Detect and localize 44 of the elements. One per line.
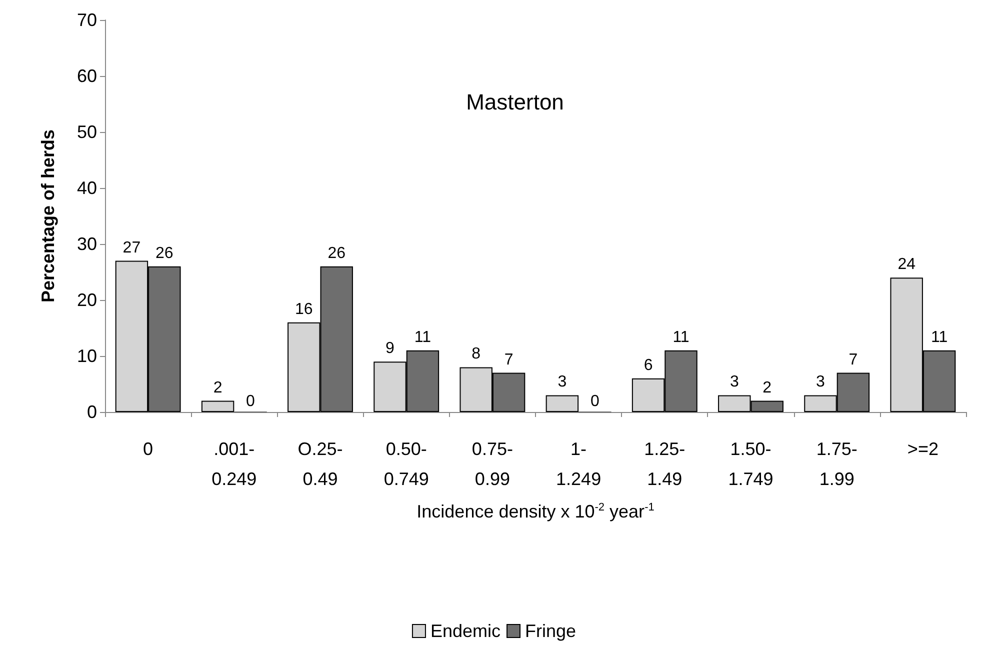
y-tick-label: 20 bbox=[76, 290, 97, 310]
y-tick-label: 10 bbox=[76, 346, 97, 366]
y-tick-label: 30 bbox=[76, 234, 97, 254]
legend-label: Endemic bbox=[430, 621, 501, 641]
x-tick-label: 0.50- 0.749 bbox=[384, 439, 429, 489]
data-label: 2 bbox=[213, 379, 222, 396]
x-tick-label: 1.25- 1.49 bbox=[644, 439, 686, 489]
data-label: 11 bbox=[931, 328, 948, 346]
x-tick-label: 1- 1.249 bbox=[556, 439, 602, 489]
data-label: 6 bbox=[644, 356, 653, 374]
x-tick-label: 0 bbox=[143, 439, 154, 459]
data-label: 24 bbox=[898, 256, 916, 274]
data-label: 9 bbox=[386, 340, 395, 358]
bar bbox=[546, 395, 579, 412]
x-tick-label: 1.75- 1.99 bbox=[816, 439, 858, 489]
data-label: 16 bbox=[294, 300, 313, 318]
bar bbox=[201, 400, 234, 412]
text: Masterton bbox=[466, 90, 564, 114]
x-tick-label: .001- 0.249 bbox=[212, 439, 257, 489]
x-tick-label: O.25- 0.49 bbox=[298, 439, 343, 489]
data-label: 7 bbox=[848, 351, 858, 368]
data-label: 11 bbox=[414, 328, 432, 346]
data-label: 26 bbox=[156, 244, 174, 262]
data-label: 27 bbox=[122, 239, 141, 256]
y-tick-label: 70 bbox=[76, 10, 97, 30]
data-label: 3 bbox=[730, 374, 739, 391]
y-tick-label: 0 bbox=[86, 402, 97, 422]
y-axis-title: Percentage of herds bbox=[38, 129, 58, 303]
data-label: 3 bbox=[816, 374, 826, 391]
data-label: 26 bbox=[328, 244, 346, 262]
x-tick-label: 1.50- 1.749 bbox=[728, 439, 774, 489]
data-label: 3 bbox=[558, 374, 567, 391]
data-label: 11 bbox=[672, 328, 690, 346]
y-tick-label: 40 bbox=[76, 178, 97, 198]
x-tick-label: 0.75- 0.99 bbox=[472, 439, 513, 489]
y-tick-label: 50 bbox=[76, 122, 97, 142]
data-label: 0 bbox=[246, 393, 256, 410]
data-label: 0 bbox=[590, 393, 600, 410]
data-label: 7 bbox=[504, 351, 514, 368]
y-tick-label: 60 bbox=[76, 66, 97, 86]
legend-label: Fringe bbox=[525, 621, 576, 641]
data-label: 2 bbox=[762, 379, 772, 396]
data-label: 8 bbox=[472, 346, 481, 363]
x-tick-label: >=2 bbox=[907, 439, 938, 459]
